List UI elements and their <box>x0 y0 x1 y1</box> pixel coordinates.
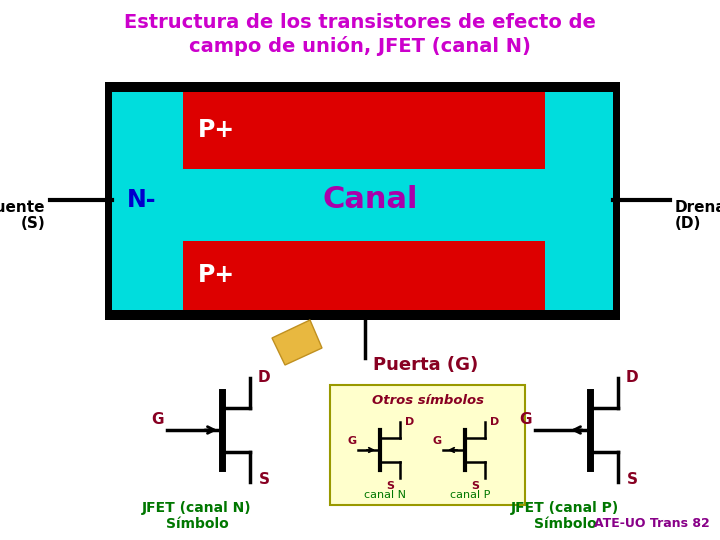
Text: Estructura de los transistores de efecto de: Estructura de los transistores de efecto… <box>124 12 596 31</box>
Text: D: D <box>490 417 500 427</box>
FancyBboxPatch shape <box>330 385 525 505</box>
Text: canal P: canal P <box>450 490 490 500</box>
Text: G: G <box>433 436 441 446</box>
Polygon shape <box>272 320 322 365</box>
Text: S: S <box>471 481 479 491</box>
Bar <box>105 82 620 320</box>
Text: Drenador: Drenador <box>675 200 720 215</box>
Text: Símbolo: Símbolo <box>166 517 228 531</box>
Bar <box>183 241 545 310</box>
Text: D: D <box>405 417 415 427</box>
Bar <box>183 82 545 92</box>
Text: JFET (canal P): JFET (canal P) <box>511 501 619 515</box>
Text: Puerta (G): Puerta (G) <box>373 356 478 374</box>
Text: Canal: Canal <box>323 186 418 214</box>
Text: ATE-UO Trans 82: ATE-UO Trans 82 <box>594 517 710 530</box>
Text: campo de unión, JFET (canal N): campo de unión, JFET (canal N) <box>189 36 531 56</box>
Bar <box>183 92 545 169</box>
Text: G: G <box>348 436 356 446</box>
Text: Fuente: Fuente <box>0 200 45 215</box>
Text: G: G <box>518 413 531 428</box>
Text: S: S <box>258 472 269 488</box>
Bar <box>183 310 545 320</box>
Text: JFET (canal N): JFET (canal N) <box>142 501 252 515</box>
Text: Símbolo: Símbolo <box>534 517 596 531</box>
Text: D: D <box>626 370 639 386</box>
Text: P+: P+ <box>198 263 235 287</box>
Text: S: S <box>386 481 394 491</box>
Text: G: G <box>150 413 163 428</box>
Text: N-: N- <box>127 188 156 212</box>
Text: (D): (D) <box>675 217 701 232</box>
Text: P+: P+ <box>198 118 235 142</box>
Bar <box>112 92 613 310</box>
Text: canal N: canal N <box>364 490 406 500</box>
Text: (S): (S) <box>20 217 45 232</box>
Text: S: S <box>626 472 637 488</box>
Text: Otros símbolos: Otros símbolos <box>372 395 484 408</box>
Text: D: D <box>258 370 270 386</box>
